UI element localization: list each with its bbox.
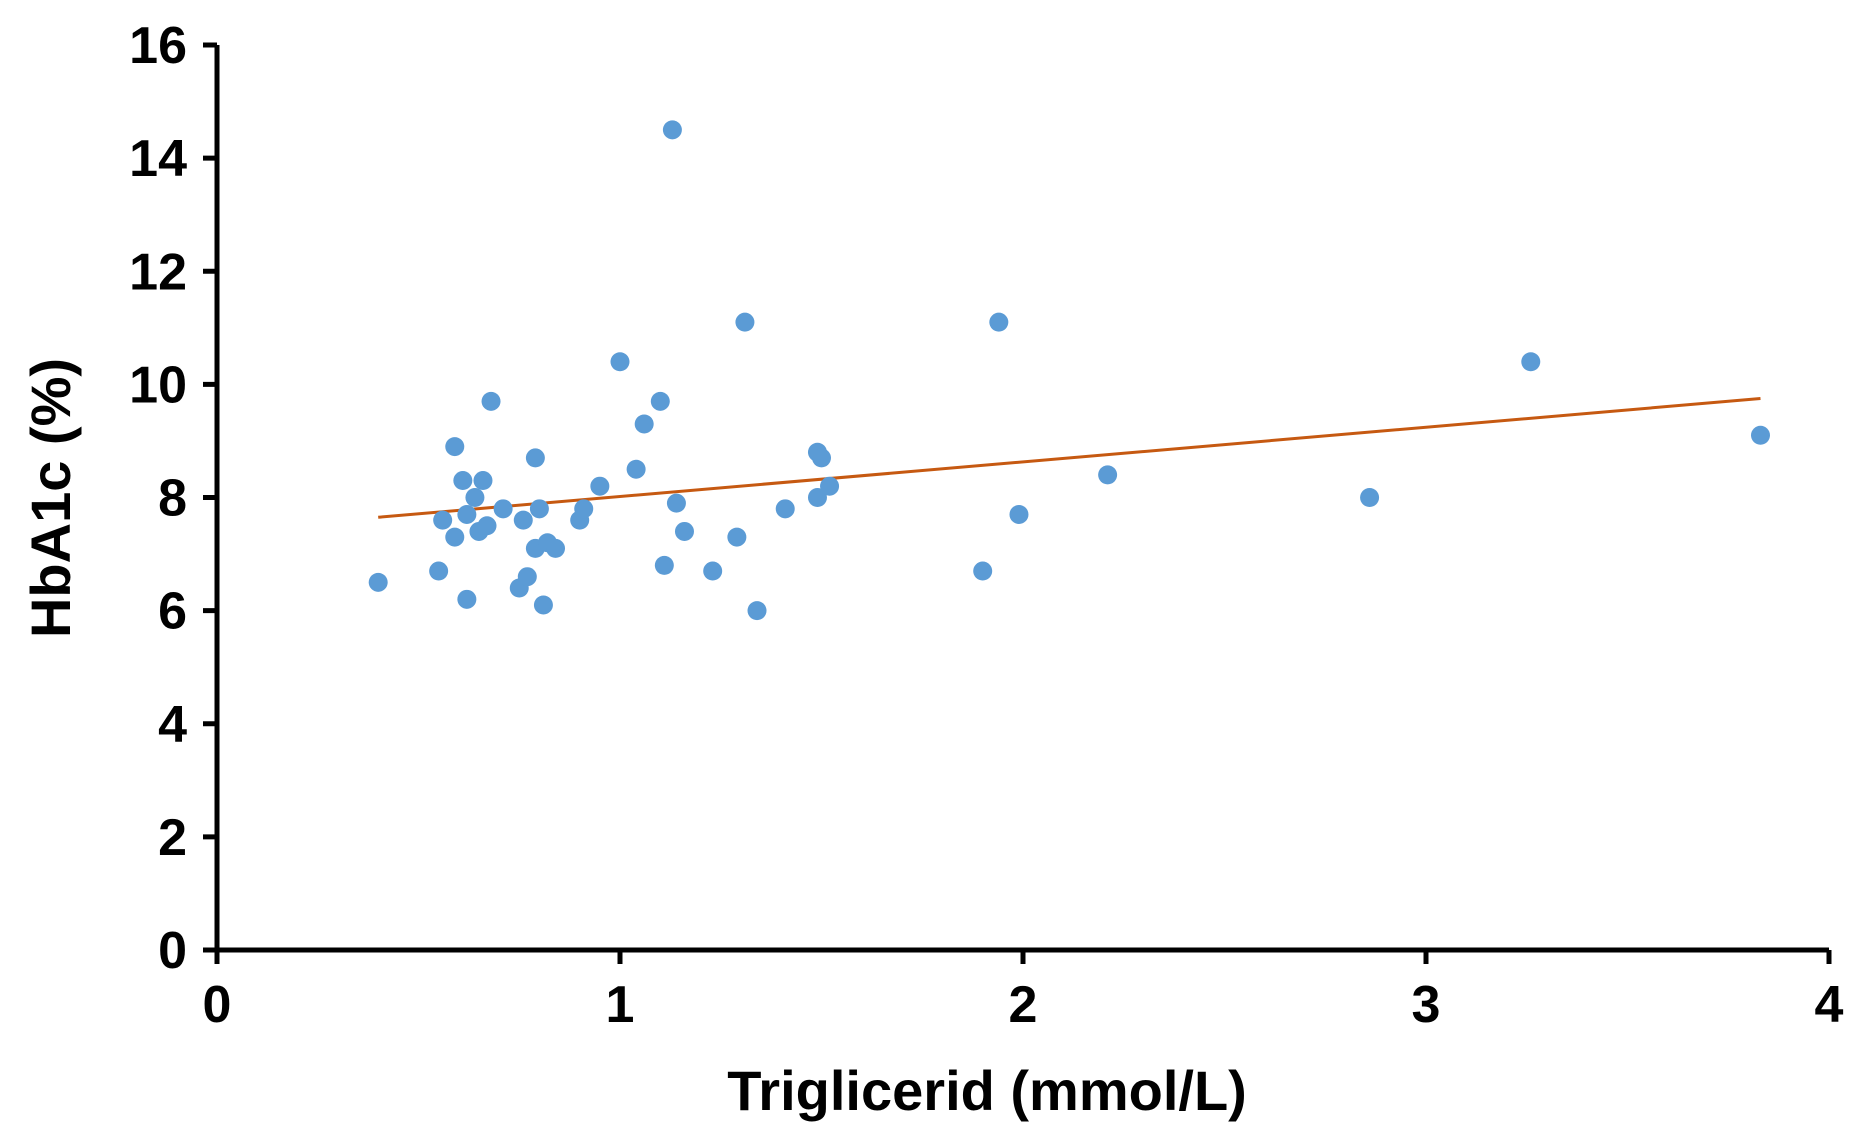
- data-point: [662, 120, 682, 140]
- data-point: [654, 555, 674, 575]
- data-point: [973, 561, 993, 581]
- x-axis-title: Triglicerid (mmol/L): [727, 1059, 1247, 1122]
- data-point: [533, 595, 553, 615]
- data-point: [465, 488, 485, 507]
- trendline: [378, 397, 1761, 519]
- x-tick-label: 2: [1009, 976, 1038, 1034]
- y-tick-label: 6: [158, 583, 187, 641]
- data-point: [610, 352, 630, 372]
- data-point: [626, 459, 646, 479]
- data-point: [473, 471, 493, 491]
- x-tick-label: 1: [606, 976, 635, 1034]
- data-point: [727, 527, 747, 547]
- y-axis-title: HbA1c (%): [19, 358, 82, 638]
- data-point: [1360, 488, 1380, 507]
- data-point: [650, 391, 670, 411]
- data-point: [747, 601, 767, 621]
- x-tick-label: 3: [1412, 976, 1441, 1034]
- data-point: [453, 471, 473, 491]
- y-tick-label: 4: [158, 696, 187, 754]
- trendline-layer: [378, 397, 1761, 519]
- data-point: [1521, 352, 1541, 372]
- data-point: [1098, 465, 1118, 485]
- data-point: [481, 391, 501, 411]
- y-tick-label: 14: [129, 130, 187, 188]
- data-point: [457, 504, 477, 524]
- x-tick-label: 4: [1815, 976, 1844, 1034]
- y-tick-label: 10: [129, 356, 187, 414]
- data-point: [517, 567, 537, 587]
- y-tick-label: 0: [158, 922, 187, 980]
- data-point: [666, 493, 686, 513]
- data-point: [674, 521, 694, 541]
- y-ticks: 0 2 4 6 8 10 12 14 16: [129, 17, 217, 980]
- data-point: [529, 499, 549, 519]
- data-point: [457, 589, 477, 609]
- x-tick-label: 0: [203, 976, 232, 1034]
- data-point: [574, 499, 594, 519]
- data-point: [775, 499, 795, 519]
- data-point: [807, 488, 827, 507]
- data-point: [368, 572, 388, 592]
- data-point: [1009, 504, 1029, 524]
- data-point: [513, 510, 533, 530]
- y-tick-label: 12: [129, 243, 187, 301]
- data-point: [1750, 425, 1770, 445]
- data-point: [433, 510, 453, 530]
- data-point: [735, 312, 755, 332]
- data-points: [368, 120, 1770, 621]
- data-point: [590, 476, 610, 496]
- data-point: [493, 499, 513, 519]
- data-point: [525, 448, 545, 468]
- data-point: [546, 538, 566, 558]
- data-point: [445, 527, 465, 547]
- x-ticks: 0 1 2 3 4: [203, 950, 1844, 1034]
- data-point: [989, 312, 1009, 332]
- data-point: [812, 448, 831, 468]
- y-tick-label: 8: [158, 470, 187, 528]
- data-point: [634, 414, 654, 434]
- data-point: [477, 516, 497, 536]
- axes: [214, 45, 1829, 953]
- data-point: [445, 437, 465, 457]
- y-tick-label: 2: [158, 809, 187, 867]
- data-point: [429, 561, 449, 581]
- data-point: [703, 561, 723, 581]
- data-point: [820, 476, 840, 496]
- y-tick-label: 16: [129, 17, 187, 75]
